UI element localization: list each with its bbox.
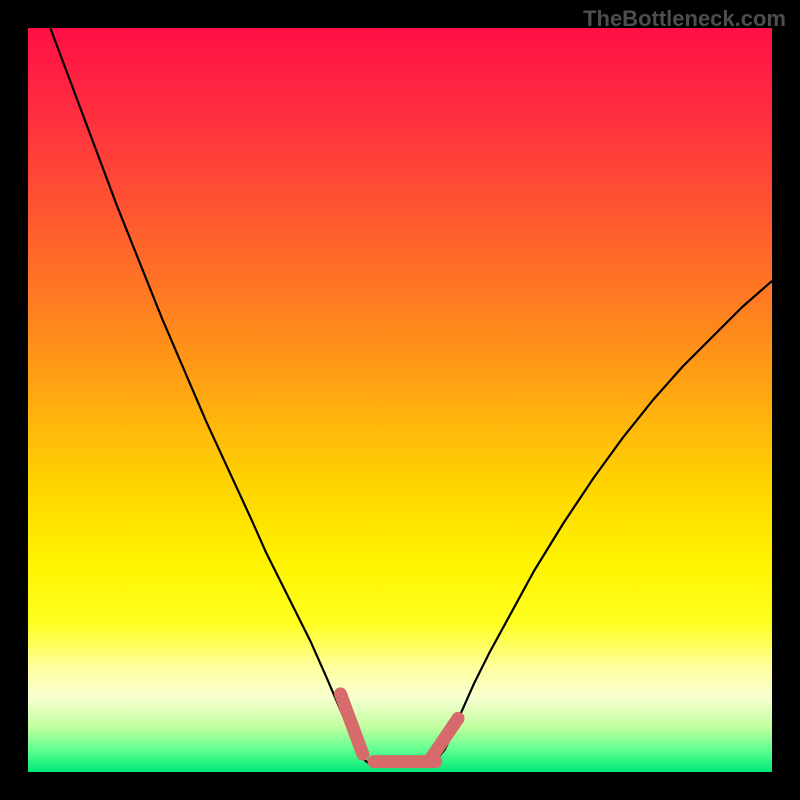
plot-background — [28, 28, 772, 772]
chart-container: { "watermark": { "text": "TheBottleneck.… — [0, 0, 800, 800]
watermark-text: TheBottleneck.com — [583, 6, 786, 32]
bottleneck-curve-chart — [0, 0, 800, 800]
